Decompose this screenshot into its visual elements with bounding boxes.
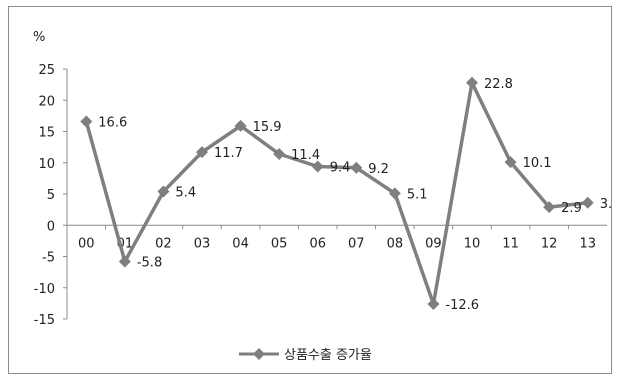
y-tick-label: -15 (34, 313, 55, 328)
x-tick-label: 06 (309, 236, 326, 251)
data-label: -5.8 (137, 256, 162, 271)
data-point-marker (234, 119, 247, 132)
data-label: 11.4 (291, 148, 320, 163)
legend: 상품수출 증가율 (239, 348, 372, 363)
data-labels: 16.6 -5.8 5.4 11.7 15.9 11.4 9.4 9.2 5.1 -12.6 22.… (98, 77, 613, 313)
x-tick-label: 11 (502, 236, 519, 251)
data-label: 11.7 (214, 146, 243, 161)
data-point-marker (350, 161, 363, 174)
data-point-marker (543, 201, 556, 214)
x-tick-label: 05 (271, 236, 288, 251)
data-point-marker (118, 255, 131, 268)
data-point-marker (581, 196, 594, 209)
series-group (80, 76, 594, 310)
data-label: 15.9 (253, 120, 282, 135)
data-point-marker (466, 76, 478, 89)
data-label: 9.4 (330, 161, 351, 176)
y-tick-label: 15 (38, 126, 55, 141)
y-tick-label: -5 (42, 251, 55, 266)
y-tick-label: 0 (47, 219, 55, 234)
x-tick-label: 12 (541, 236, 558, 251)
data-label: 9.2 (368, 162, 389, 177)
data-label: 10.1 (523, 156, 552, 171)
x-tick-label: 09 (425, 236, 442, 251)
y-tick-label: 5 (47, 188, 55, 203)
y-tick-label: 10 (38, 157, 55, 172)
data-point-marker (80, 115, 93, 128)
data-label: 16.6 (98, 116, 127, 131)
data-point-marker (388, 187, 401, 200)
y-tick-label: 25 (38, 63, 55, 78)
data-label: 3.6 (600, 197, 613, 212)
x-tick-label: 10 (464, 236, 481, 251)
x-tick-label: 13 (579, 236, 596, 251)
x-tick-label: 02 (155, 236, 172, 251)
y-axis-unit-label: % (33, 30, 45, 45)
y-tick-label: -10 (34, 282, 55, 297)
data-point-marker (311, 160, 324, 173)
data-label: -12.6 (445, 298, 479, 313)
x-tick-label: 04 (232, 236, 249, 251)
data-label: 2.9 (561, 201, 582, 216)
data-point-marker (273, 148, 286, 160)
data-point-marker (504, 156, 517, 169)
y-tick-label: 20 (38, 94, 55, 109)
data-label: 22.8 (484, 77, 513, 92)
data-label: 5.4 (175, 186, 196, 201)
x-tick-label: 08 (387, 236, 404, 251)
data-point-marker (427, 298, 440, 310)
x-tick-label: 07 (348, 236, 365, 251)
x-tick-label: 03 (194, 236, 211, 251)
legend-diamond-marker (253, 348, 265, 360)
chart-frame: % -15 -10 -5 0 5 10 15 20 25 00 01 02 03 04 05 06 07 08 09… (8, 6, 613, 374)
x-tick-label: 00 (78, 236, 95, 251)
legend-label: 상품수출 증가율 (284, 348, 372, 363)
data-point-marker (196, 146, 208, 159)
axes (66, 69, 607, 319)
data-label: 5.1 (407, 187, 428, 202)
data-point-marker (157, 185, 170, 198)
series-line (84, 81, 588, 306)
